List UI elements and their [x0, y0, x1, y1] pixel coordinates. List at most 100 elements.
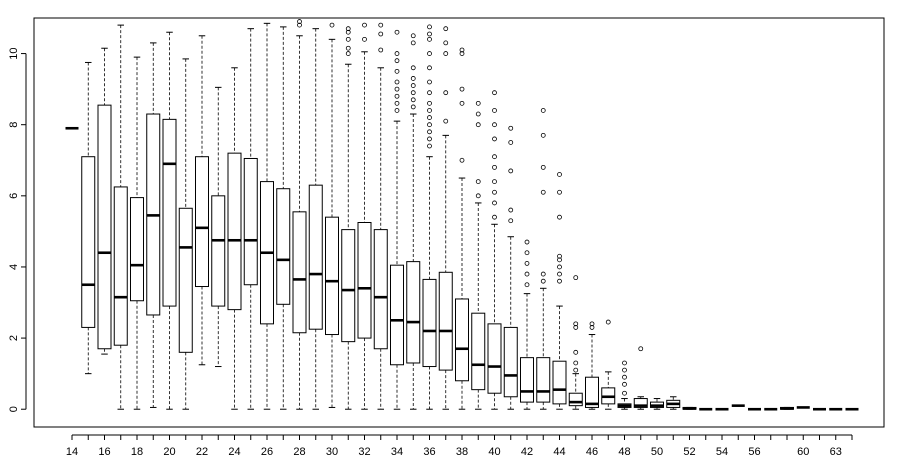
- outlier-point: [378, 31, 384, 37]
- outlier-point: [557, 172, 562, 177]
- outlier-point: [622, 374, 627, 380]
- outlier-point: [410, 40, 416, 46]
- outlier-point: [557, 253, 562, 259]
- outlier-point: [345, 45, 351, 51]
- outlier-point: [410, 90, 416, 96]
- outlier-point: [540, 132, 546, 138]
- x-tick-label: 38: [456, 446, 468, 458]
- iqr-box: [130, 197, 144, 302]
- outlier-point: [394, 58, 400, 64]
- outlier-point: [443, 40, 449, 46]
- x-tick-label: 56: [748, 446, 760, 458]
- box-24: [227, 67, 242, 410]
- box-32: [357, 22, 372, 410]
- box-36: [422, 24, 437, 410]
- box-31: [341, 26, 356, 410]
- iqr-box: [357, 222, 372, 339]
- x-tick-label: 42: [521, 446, 533, 458]
- outlier-point: [329, 22, 335, 28]
- outlier-point: [394, 100, 400, 106]
- x-tick-label: 14: [66, 446, 78, 458]
- outlier-point: [540, 278, 546, 284]
- outlier-point: [427, 143, 432, 149]
- outlier-point: [427, 136, 432, 142]
- x-tick-label: 54: [716, 446, 728, 458]
- x-tick-label: 16: [98, 446, 110, 458]
- outlier-point: [394, 86, 400, 92]
- outlier-point: [394, 79, 400, 85]
- x-tick-label: 44: [553, 446, 565, 458]
- outlier-point: [345, 51, 351, 56]
- outlier-point: [524, 239, 530, 245]
- outlier-point: [297, 19, 302, 24]
- box-35: [406, 33, 421, 410]
- outlier-point: [362, 22, 367, 28]
- outlier-point: [427, 51, 432, 56]
- outlier-point: [427, 90, 432, 96]
- outlier-point: [410, 97, 416, 103]
- outlier-point: [573, 349, 579, 355]
- box-48: [617, 360, 632, 410]
- outlier-point: [622, 390, 627, 396]
- outlier-point: [345, 36, 351, 42]
- box-series: [65, 19, 859, 411]
- outlier-point: [427, 31, 432, 37]
- outlier-point: [427, 129, 432, 135]
- x-tick-label: 18: [131, 446, 143, 458]
- outlier-point: [394, 108, 400, 113]
- iqr-box: [276, 188, 291, 305]
- box-30: [325, 22, 339, 408]
- box-42: [520, 239, 534, 410]
- outlier-point: [573, 321, 579, 327]
- box-17: [113, 24, 128, 410]
- outlier-point: [557, 257, 562, 263]
- outlier-point: [605, 319, 611, 325]
- outlier-point: [410, 65, 416, 71]
- iqr-box: [487, 323, 502, 394]
- outlier-point: [443, 51, 449, 56]
- x-tick-label: 26: [261, 446, 273, 458]
- box-19: [146, 42, 161, 408]
- iqr-box: [308, 184, 323, 330]
- iqr-box: [227, 152, 242, 311]
- box-27: [276, 26, 291, 410]
- y-tick-label: 10: [8, 47, 20, 59]
- outlier-point: [427, 36, 432, 42]
- outlier-point: [427, 108, 432, 113]
- iqr-box: [178, 207, 193, 353]
- iqr-box: [97, 104, 112, 350]
- x-tick-label: 20: [163, 446, 175, 458]
- box-45: [568, 275, 583, 410]
- box-51: [666, 396, 681, 410]
- x-tick-label: 32: [358, 446, 370, 458]
- box-39: [471, 100, 486, 410]
- iqr-box: [568, 392, 583, 407]
- outlier-point: [540, 164, 546, 170]
- box-18: [130, 56, 144, 410]
- y-tick-label: 0: [8, 406, 20, 412]
- outlier-point: [540, 189, 546, 195]
- outlier-point: [557, 214, 562, 220]
- outlier-point: [475, 100, 481, 106]
- outlier-point: [443, 26, 449, 32]
- iqr-box: [552, 360, 567, 405]
- outlier-point: [475, 122, 481, 128]
- x-axis: 14 16 18 20 22 24 26 28 30 32 34 36 38 40 42 44 46 48 50 52…: [66, 434, 853, 458]
- outlier-point: [345, 29, 351, 35]
- outlier-point: [410, 33, 416, 39]
- box-43: [536, 108, 551, 410]
- outlier-point: [427, 65, 432, 71]
- outlier-point: [622, 367, 627, 373]
- outlier-point: [524, 250, 530, 256]
- box-16: [97, 47, 112, 355]
- box-28: [292, 19, 307, 410]
- outlier-point: [362, 36, 367, 42]
- outlier-point: [345, 26, 351, 32]
- iqr-box: [113, 186, 128, 346]
- iqr-box: [406, 261, 421, 364]
- iqr-box: [455, 298, 469, 382]
- outlier-point: [410, 83, 416, 88]
- box-33: [373, 22, 388, 410]
- iqr-box: [633, 398, 648, 408]
- iqr-box: [341, 229, 356, 343]
